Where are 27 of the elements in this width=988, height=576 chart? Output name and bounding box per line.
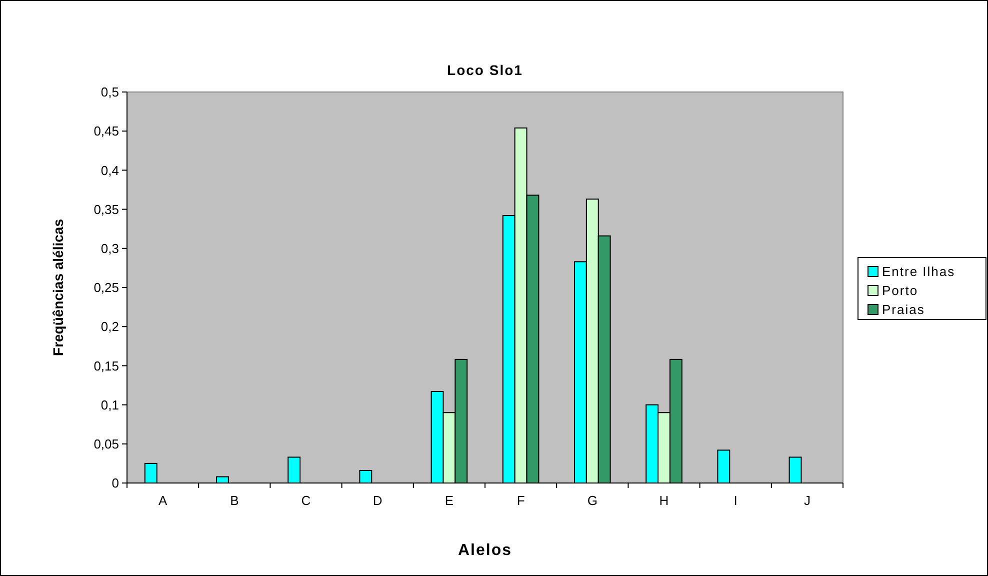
legend-label: Entre Ilhas — [882, 264, 956, 280]
y-tick-label: 0,35 — [94, 202, 119, 217]
y-tick-label: 0,4 — [100, 162, 119, 178]
x-tick-label: J — [804, 493, 810, 508]
y-tick-label: 0,3 — [100, 240, 119, 256]
legend-label: Praias — [882, 302, 925, 318]
x-tick-label: I — [734, 493, 738, 508]
x-axis-title: Alelos — [458, 542, 512, 559]
x-tick-label: C — [301, 493, 311, 508]
x-tick-label: F — [516, 493, 525, 508]
y-tick-label: 0,5 — [100, 84, 119, 100]
x-tick-label: E — [444, 493, 454, 508]
y-axis-title: Freqüências alélicas — [50, 218, 66, 356]
y-tick-label: 0,1 — [100, 397, 119, 412]
x-tick-label: G — [587, 493, 598, 508]
y-tick-label: 0,05 — [94, 436, 119, 452]
legend-label: Porto — [882, 283, 918, 298]
chart-title: Loco Slo1 — [447, 62, 523, 78]
y-tick-label: 0,45 — [94, 124, 119, 139]
y-tick-label: 0,25 — [94, 280, 119, 296]
y-tick-label: 0,15 — [94, 358, 119, 374]
x-tick-label: D — [372, 493, 382, 508]
x-tick-label: A — [158, 493, 168, 508]
y-tick-label: 0,2 — [100, 319, 119, 334]
x-tick-label: H — [659, 493, 669, 508]
x-tick-label: B — [230, 493, 239, 508]
y-tick-label: 0 — [112, 476, 119, 491]
